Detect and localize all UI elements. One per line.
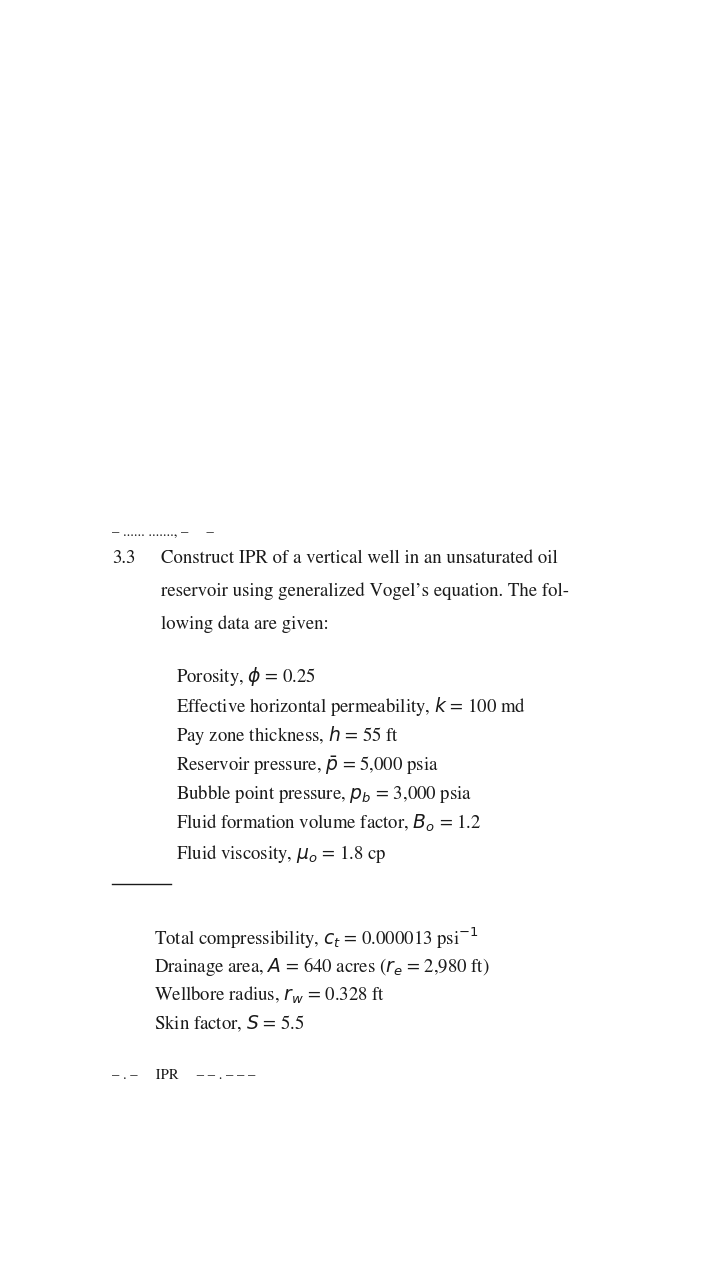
Text: Drainage area, $A$ = 640 acres ($r_e$ = 2,980 ft): Drainage area, $A$ = 640 acres ($r_e$ = … xyxy=(154,955,490,978)
Text: Wellbore radius, $r_w$ = 0.328 ft: Wellbore radius, $r_w$ = 0.328 ft xyxy=(154,984,385,1006)
Text: – . –     IPR     – – . – – –: – . – IPR – – . – – – xyxy=(112,1069,256,1082)
Text: Effective horizontal permeability, $k$ = 100 md: Effective horizontal permeability, $k$ =… xyxy=(176,695,526,718)
Text: Reservoir pressure, $\bar{p}$ = 5,000 psia: Reservoir pressure, $\bar{p}$ = 5,000 ps… xyxy=(176,754,439,777)
Text: Porosity, $\phi$ = 0.25: Porosity, $\phi$ = 0.25 xyxy=(176,666,317,689)
Text: Bubble point pressure, $p_b$ = 3,000 psia: Bubble point pressure, $p_b$ = 3,000 psi… xyxy=(176,783,472,805)
Text: reservoir using generalized Vogel’s equation. The fol-: reservoir using generalized Vogel’s equa… xyxy=(161,582,570,600)
Text: Skin factor, $S$ = 5.5: Skin factor, $S$ = 5.5 xyxy=(154,1014,305,1034)
Text: – ...... ......., –     –: – ...... ......., – – xyxy=(112,525,214,539)
Text: Total compressibility, $c_t$ = 0.000013 psi$^{-1}$: Total compressibility, $c_t$ = 0.000013 … xyxy=(154,925,479,951)
Text: Fluid viscosity, $\mu_o$ = 1.8 cp: Fluid viscosity, $\mu_o$ = 1.8 cp xyxy=(176,842,387,864)
Text: Fluid formation volume factor, $B_o$ = 1.2: Fluid formation volume factor, $B_o$ = 1… xyxy=(176,813,482,835)
Text: lowing data are given:: lowing data are given: xyxy=(161,614,329,632)
Text: Construct IPR of a vertical well in an unsaturated oil: Construct IPR of a vertical well in an u… xyxy=(161,550,558,567)
Text: Pay zone thickness, $h$ = 55 ft: Pay zone thickness, $h$ = 55 ft xyxy=(176,724,400,748)
Text: 3.3: 3.3 xyxy=(112,550,135,567)
